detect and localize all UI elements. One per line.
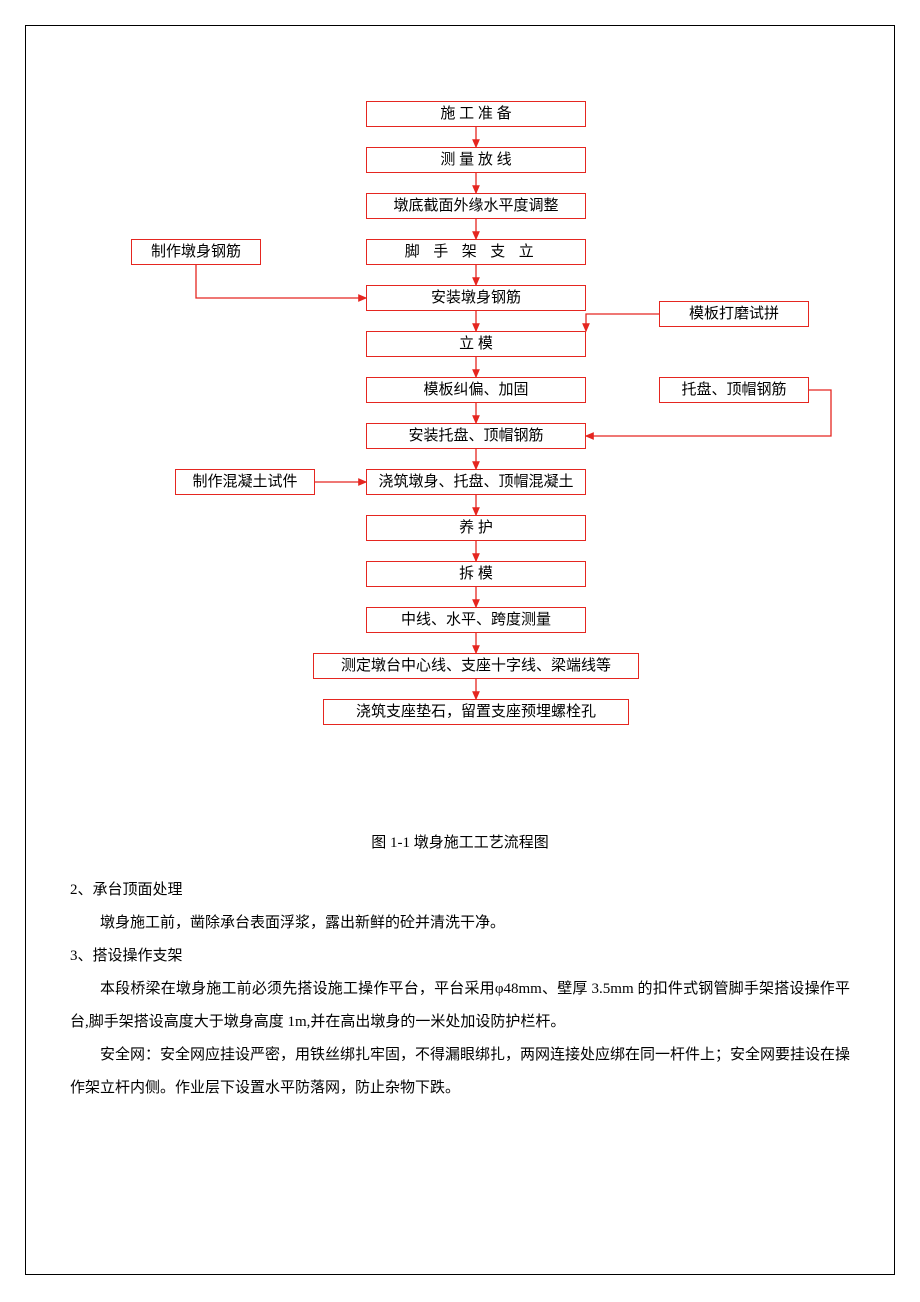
flow-node-n7: 模板纠偏、加固 xyxy=(366,377,586,403)
flow-node-n5: 安装墩身钢筋 xyxy=(366,285,586,311)
body-text: 2、承台顶面处理 墩身施工前，凿除承台表面浮浆，露出新鲜的砼并清洗干净。 3、搭… xyxy=(70,874,850,1105)
flow-node-n8: 安装托盘、顶帽钢筋 xyxy=(366,423,586,449)
flow-node-s2: 模板打磨试拼 xyxy=(659,301,809,327)
section-heading-3: 3、搭设操作支架 xyxy=(70,940,850,973)
flow-node-n6: 立 模 xyxy=(366,331,586,357)
flow-node-n12: 中线、水平、跨度测量 xyxy=(366,607,586,633)
figure-caption: 图 1-1 墩身施工工艺流程图 xyxy=(51,831,869,852)
flow-node-n13: 测定墩台中心线、支座十字线、梁端线等 xyxy=(313,653,639,679)
document-page: 施 工 准 备测 量 放 线墩底截面外缘水平度调整脚手架支立安装墩身钢筋立 模模… xyxy=(25,25,895,1275)
flow-node-n3: 墩底截面外缘水平度调整 xyxy=(366,193,586,219)
flow-node-n4: 脚手架支立 xyxy=(366,239,586,265)
flow-node-n2: 测 量 放 线 xyxy=(366,147,586,173)
flow-node-s3: 托盘、顶帽钢筋 xyxy=(659,377,809,403)
flow-node-n14: 浇筑支座垫石，留置支座预埋螺栓孔 xyxy=(323,699,629,725)
process-flowchart: 施 工 准 备测 量 放 线墩底截面外缘水平度调整脚手架支立安装墩身钢筋立 模模… xyxy=(51,101,871,821)
flow-node-n9: 浇筑墩身、托盘、顶帽混凝土 xyxy=(366,469,586,495)
flow-node-s1: 制作墩身钢筋 xyxy=(131,239,261,265)
flow-node-s4: 制作混凝土试件 xyxy=(175,469,315,495)
section-heading-2: 2、承台顶面处理 xyxy=(70,874,850,907)
section-3-p2: 安全网：安全网应挂设严密，用铁丝绑扎牢固，不得漏眼绑扎，两网连接处应绑在同一杆件… xyxy=(70,1039,850,1105)
section-3-p1: 本段桥梁在墩身施工前必须先搭设施工操作平台，平台采用φ48mm、壁厚 3.5mm… xyxy=(70,973,850,1039)
flow-node-n11: 拆 模 xyxy=(366,561,586,587)
flow-node-n10: 养 护 xyxy=(366,515,586,541)
section-2-p1: 墩身施工前，凿除承台表面浮浆，露出新鲜的砼并清洗干净。 xyxy=(70,907,850,940)
flow-node-n1: 施 工 准 备 xyxy=(366,101,586,127)
